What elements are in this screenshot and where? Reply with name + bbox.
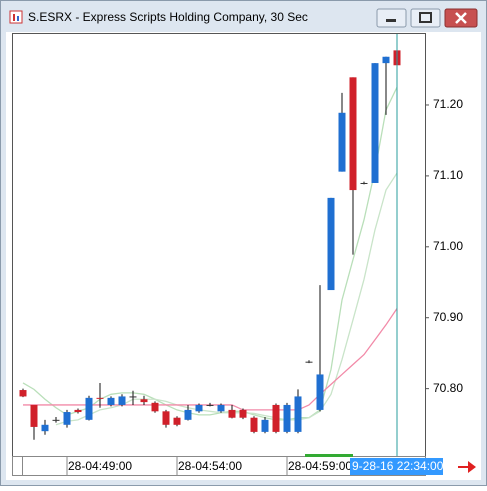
restore-glyph bbox=[419, 12, 432, 23]
candle-body bbox=[294, 396, 302, 432]
candle-body bbox=[151, 402, 159, 412]
app-icon bbox=[9, 10, 23, 24]
app-icon-bar bbox=[13, 14, 15, 21]
candle-body bbox=[74, 409, 82, 413]
candle-body bbox=[228, 409, 236, 418]
candle-body bbox=[96, 397, 104, 399]
cursor-label: 9-28-16 22:34:00 bbox=[352, 459, 444, 473]
scroll-arrow[interactable] bbox=[458, 461, 476, 473]
restore-button[interactable] bbox=[410, 8, 441, 28]
candle-body bbox=[184, 409, 192, 420]
candle-body bbox=[261, 419, 269, 432]
candle-body bbox=[19, 390, 27, 397]
minimize-button[interactable] bbox=[376, 8, 407, 28]
candle-body bbox=[217, 404, 225, 412]
candle-body bbox=[327, 197, 335, 291]
candle-body bbox=[30, 404, 38, 427]
y-tick-label: 70.90 bbox=[433, 310, 463, 324]
cursor-label-bg bbox=[350, 458, 443, 475]
y-tick-label: 70.80 bbox=[433, 381, 463, 395]
candle-body bbox=[371, 63, 379, 183]
candle-body bbox=[250, 417, 258, 432]
candle-body bbox=[118, 396, 126, 405]
candle-body bbox=[41, 424, 49, 432]
plot-layer: 70.80 70.90 71.00 71.10 71.20 28-04:49:00 28-0… bbox=[19, 34, 463, 476]
candle-body bbox=[107, 397, 115, 405]
y-tick-label: 71.20 bbox=[433, 97, 463, 111]
candle-body bbox=[360, 182, 368, 184]
candle-body bbox=[283, 404, 291, 432]
candle-body bbox=[382, 56, 390, 64]
minimize-glyph bbox=[386, 19, 396, 22]
candle-body bbox=[338, 112, 346, 172]
x-tick-label: 28-04:59:00 bbox=[288, 459, 352, 473]
x-tick-label: 28-04:54:00 bbox=[178, 459, 242, 473]
moving-average bbox=[55, 172, 398, 426]
y-tick-label: 71.00 bbox=[433, 239, 463, 253]
candle-body bbox=[206, 404, 214, 406]
app-icon-bar bbox=[17, 16, 19, 21]
candle-body bbox=[173, 417, 181, 425]
candle-body bbox=[85, 397, 93, 420]
candle-body bbox=[52, 419, 60, 421]
candle-body bbox=[305, 361, 313, 363]
close-glyph bbox=[455, 12, 467, 24]
y-tick-label: 71.10 bbox=[433, 168, 463, 182]
plot-area bbox=[12, 33, 426, 457]
candle-body bbox=[63, 412, 71, 425]
window-title: S.ESRX - Express Scripts Holding Company… bbox=[28, 10, 308, 24]
candle-body bbox=[316, 374, 324, 410]
candle-body bbox=[162, 411, 170, 425]
candle-body bbox=[272, 404, 280, 432]
x-axis-corner bbox=[12, 456, 23, 476]
x-tick-label: 28-04:49:00 bbox=[68, 459, 132, 473]
candle-body bbox=[239, 409, 247, 418]
candle-body bbox=[129, 396, 137, 398]
selection-strip bbox=[305, 454, 353, 457]
candle-body bbox=[140, 399, 148, 403]
candle-body bbox=[349, 77, 357, 191]
candle-body bbox=[195, 404, 203, 412]
moving-average bbox=[22, 86, 398, 421]
